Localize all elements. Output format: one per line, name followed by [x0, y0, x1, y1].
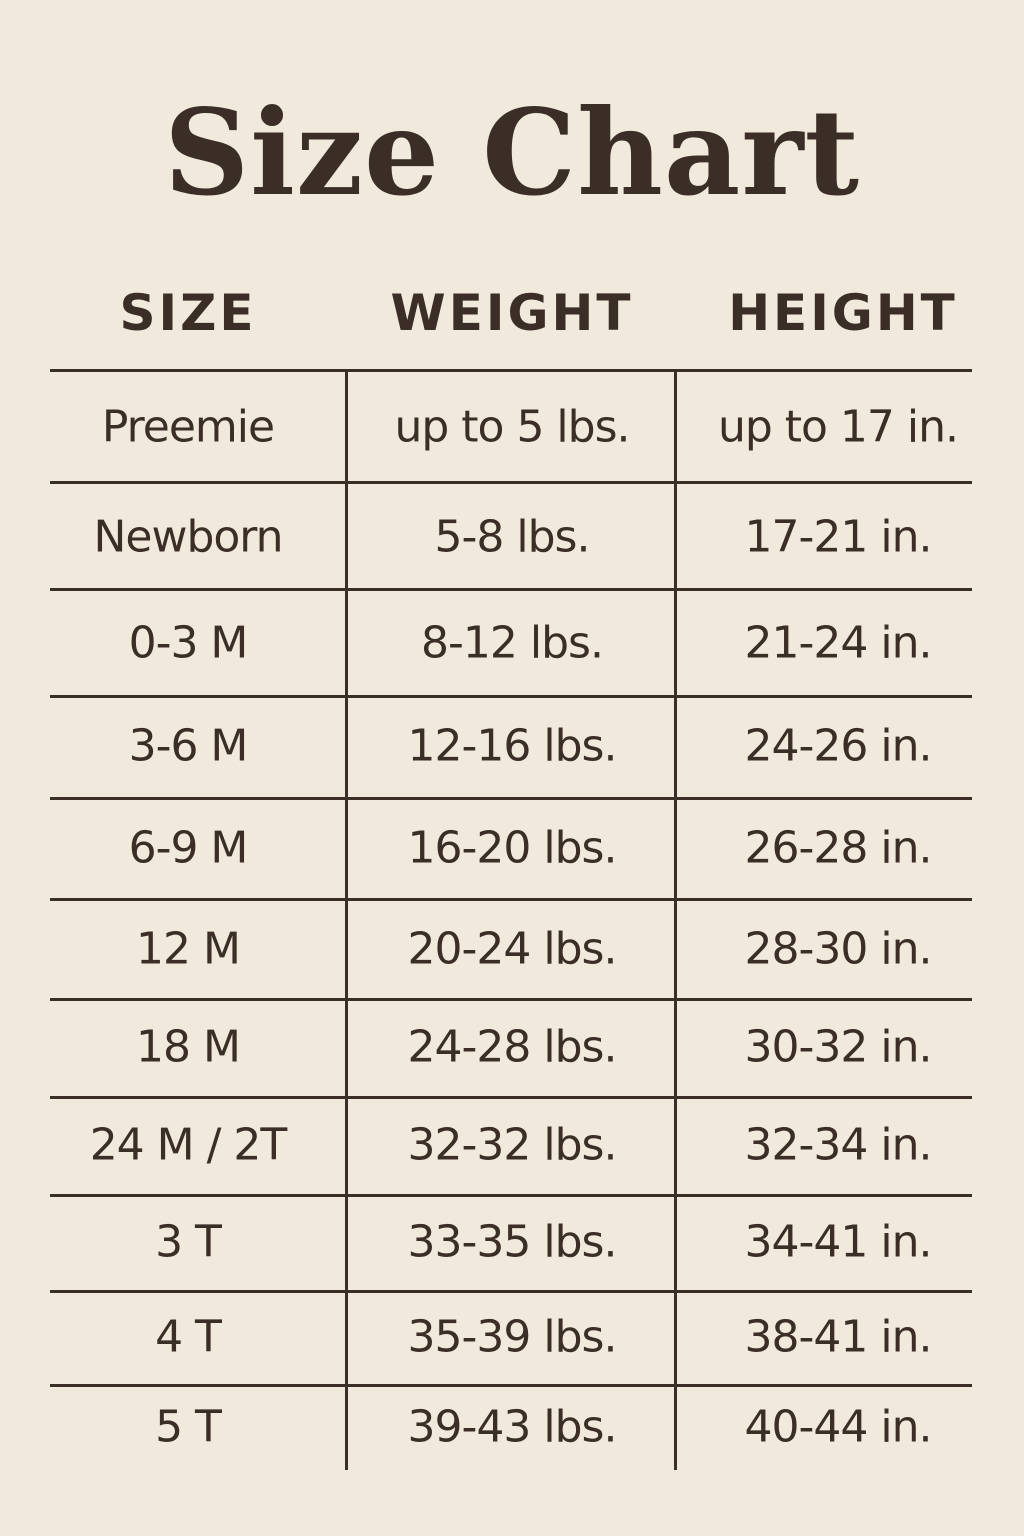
size-cell: 0-3 M [128, 617, 249, 669]
height-cell: up to 17 in. [717, 401, 959, 453]
height-cell: 32-34 in. [744, 1119, 933, 1171]
height-cell: 40-44 in. [744, 1401, 933, 1453]
height-cell: 21-24 in. [744, 617, 933, 669]
height-cell: 34-41 in. [744, 1216, 933, 1268]
weight-cell: 39-43 lbs. [407, 1401, 618, 1453]
row-divider [50, 369, 972, 372]
weight-cell: 24-28 lbs. [407, 1021, 618, 1073]
row-divider [50, 695, 972, 698]
row-divider [50, 998, 972, 1001]
height-cell: 30-32 in. [744, 1021, 933, 1073]
row-divider [50, 898, 972, 901]
weight-cell: 16-20 lbs. [407, 822, 618, 874]
row-divider [50, 1194, 972, 1197]
header-weight: WEIGHT [390, 284, 634, 342]
height-cell: 28-30 in. [744, 923, 933, 975]
weight-cell: 12-16 lbs. [407, 720, 618, 772]
weight-cell: up to 5 lbs. [394, 401, 630, 453]
weight-cell: 20-24 lbs. [407, 923, 618, 975]
column-divider [345, 370, 348, 1470]
height-cell: 17-21 in. [744, 511, 933, 563]
weight-cell: 35-39 lbs. [407, 1311, 618, 1363]
row-divider [50, 1096, 972, 1099]
size-cell: Preemie [101, 401, 275, 453]
height-cell: 38-41 in. [744, 1311, 933, 1363]
row-divider [50, 1290, 972, 1293]
page-title: Size Chart [163, 83, 861, 222]
column-divider [674, 370, 677, 1470]
header-size: SIZE [119, 284, 257, 342]
size-cell: 3-6 M [128, 720, 249, 772]
row-divider [50, 481, 972, 484]
size-cell: 3 T [155, 1216, 222, 1268]
size-cell: 4 T [155, 1311, 222, 1363]
row-divider [50, 1384, 972, 1387]
header-height: HEIGHT [728, 284, 958, 342]
size-cell: 24 M / 2T [89, 1119, 288, 1171]
weight-cell: 32-32 lbs. [407, 1119, 618, 1171]
row-divider [50, 588, 972, 591]
weight-cell: 33-35 lbs. [407, 1216, 618, 1268]
height-cell: 26-28 in. [744, 822, 933, 874]
size-cell: 12 M [136, 923, 241, 975]
weight-cell: 5-8 lbs. [434, 511, 591, 563]
size-cell: 5 T [155, 1401, 222, 1453]
height-cell: 24-26 in. [744, 720, 933, 772]
size-cell: 6-9 M [128, 822, 249, 874]
row-divider [50, 797, 972, 800]
size-cell: 18 M [136, 1021, 241, 1073]
weight-cell: 8-12 lbs. [421, 617, 604, 669]
size-cell: Newborn [93, 511, 283, 563]
